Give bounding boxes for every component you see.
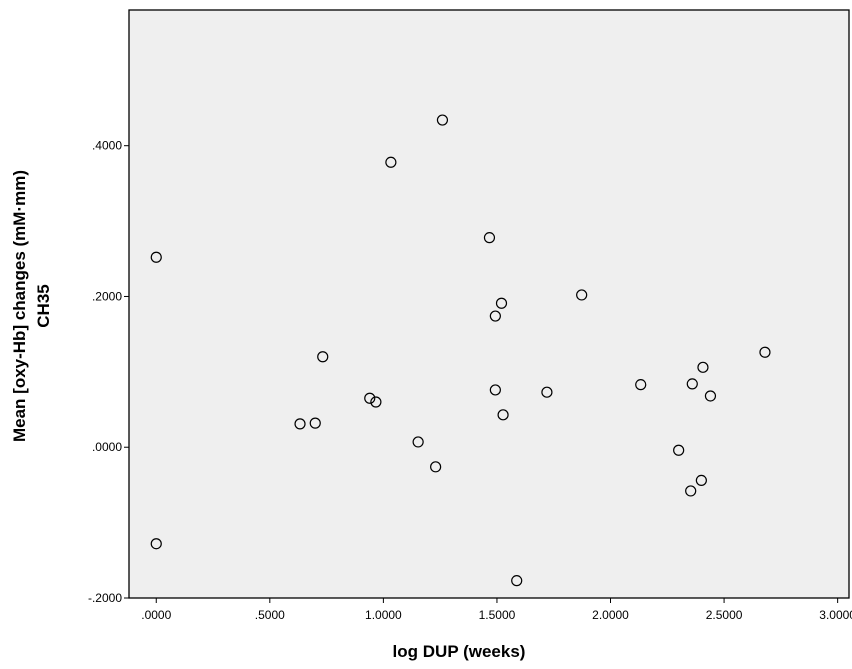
data-point (511, 575, 523, 587)
data-point (317, 351, 329, 363)
y-tick-label: .2000 (92, 289, 122, 303)
data-point (309, 417, 321, 429)
x-axis: .0000 .5000 1.0000 1.5000 2.0000 2.5000 3.0000 (141, 598, 852, 622)
x-tick-label: 2.0000 (592, 608, 629, 622)
y-tick-label: .0000 (92, 440, 122, 454)
data-point (497, 409, 509, 421)
data-point (685, 485, 697, 497)
data-point (686, 378, 698, 390)
data-point (436, 114, 449, 126)
x-tick-label: 2.5000 (706, 608, 743, 622)
x-tick-label: 1.0000 (365, 608, 402, 622)
data-point (673, 444, 685, 456)
x-tick-label: .5000 (255, 608, 285, 622)
data-point (483, 232, 496, 244)
data-point (541, 386, 553, 398)
data-point (294, 418, 306, 430)
data-point (489, 310, 501, 322)
plot-area (128, 9, 850, 599)
data-point (495, 297, 508, 309)
x-axis-label: log DUP (weeks) (393, 642, 526, 661)
data-point (635, 379, 647, 391)
x-tick-label: 3.0000 (819, 608, 852, 622)
data-point (489, 384, 501, 396)
data-point (150, 538, 162, 550)
y-axis-label-line1: Mean [oxy-Hb] changes (mM·mm) (10, 170, 29, 442)
data-point (697, 361, 709, 373)
x-tick-label: .0000 (141, 608, 171, 622)
y-tick-label: .4000 (92, 139, 122, 153)
data-point (695, 474, 707, 486)
data-point (370, 396, 382, 408)
data-point (576, 289, 588, 301)
data-point (412, 436, 424, 448)
y-axis: -.2000 .0000 .2000 .4000 (88, 139, 129, 605)
y-axis-label-line2: CH35 (34, 284, 53, 327)
data-points (150, 114, 771, 587)
data-point (364, 392, 376, 404)
data-point (385, 156, 397, 168)
data-point (150, 251, 162, 263)
data-point (759, 346, 771, 358)
x-tick-label: 1.5000 (479, 608, 516, 622)
data-point (430, 461, 442, 473)
y-tick-label: -.2000 (88, 591, 122, 605)
data-point (704, 390, 717, 402)
